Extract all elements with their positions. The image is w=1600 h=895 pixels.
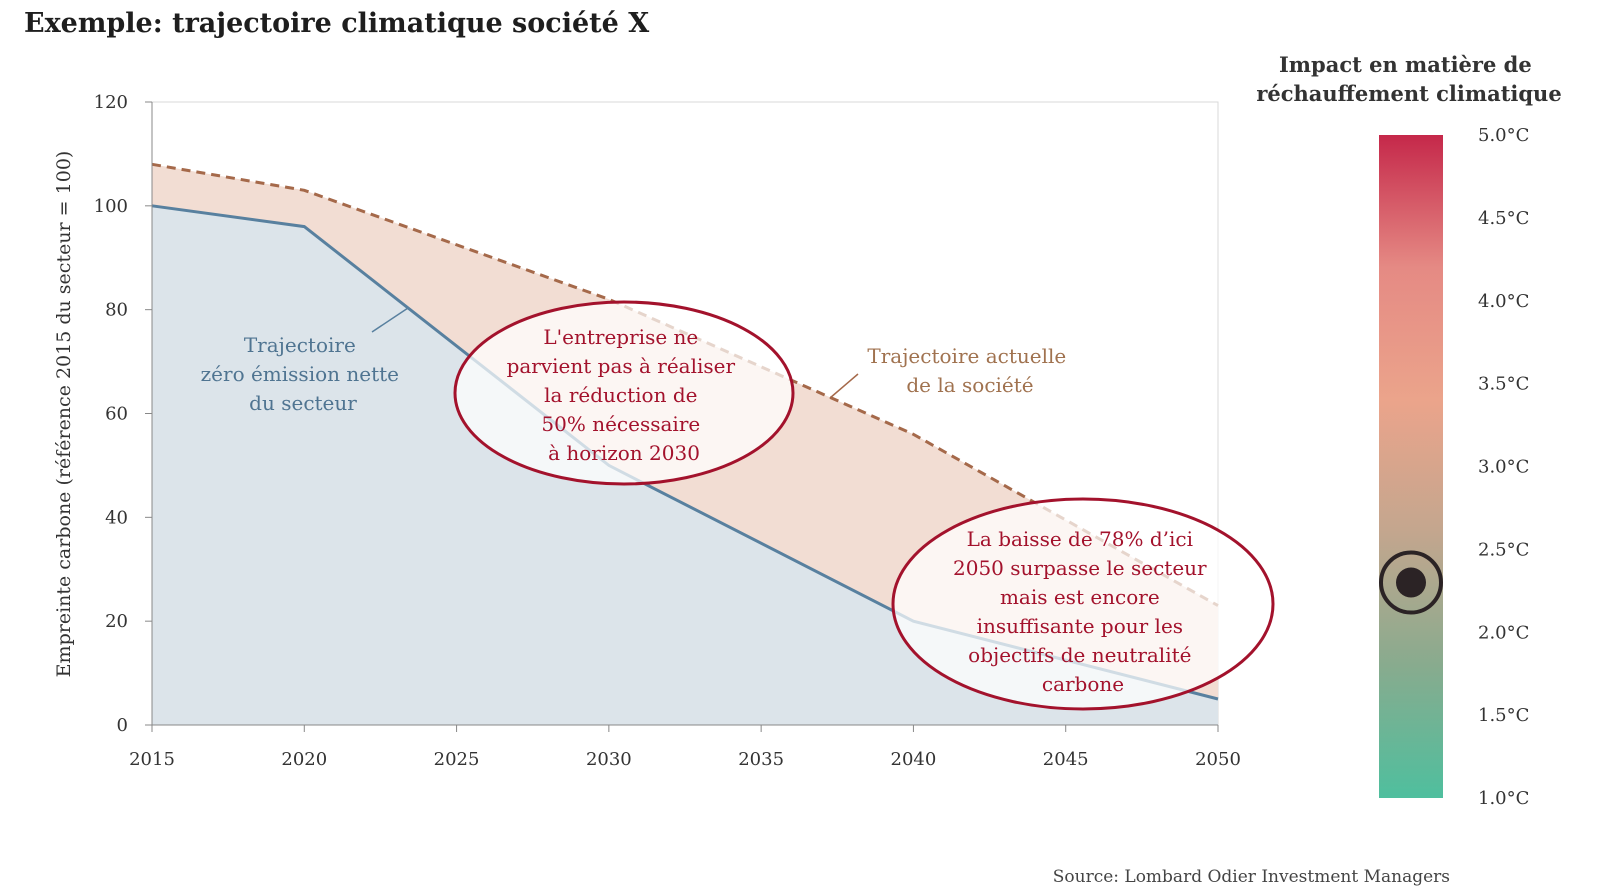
y-axis-label: Empreinte carbone (référence 2015 du sec… [53,151,75,678]
y-tick-label: 100 [94,196,128,217]
warming-scale-title-line: réchauffement climatique [1256,81,1561,106]
annotation-company-text: Trajectoire actuelle de la société [867,344,1072,397]
annotation-company: Trajectoire actuelle de la société [829,344,1072,399]
y-tick-group: 0 20 40 60 80 100 120 [94,92,152,736]
callout-2050-text: La baisse de 78% d’ici 2050 surpasse le … [953,527,1213,696]
annotation-sector-line: Trajectoire [244,333,356,357]
source-note: Source: Lombard Odier Investment Manager… [1053,867,1450,887]
x-tick-label: 2020 [281,749,327,770]
annotation-sector-text: Trajectoire zéro émission nette du secte… [201,333,406,415]
warming-marker-ring [1379,550,1443,615]
callout-2030-text: L'entreprise ne parvient pas à réaliser … [507,325,742,465]
callout-2050-line: La baisse de 78% d’ici [967,527,1193,551]
warming-scale-tick-label: 2.5°C [1478,539,1529,560]
callout-2030-ellipse [453,300,795,486]
callout-2050-line: insuffisante pour les [977,614,1183,638]
y-tick-label: 60 [105,404,128,425]
callout-2030-line: 50% nécessaire [541,412,700,436]
callout-2030-line: la réduction de [544,383,697,407]
annotation-company-line: Trajectoire actuelle [867,344,1066,368]
chart-title: Exemple: trajectoire climatique société … [24,8,649,39]
warming-scale-bar [1379,135,1443,798]
y-tick-label: 80 [105,300,128,321]
warming-scale-tick-label: 4.0°C [1478,291,1529,312]
x-tick-group: 2015 2020 2025 2030 2035 2040 2045 2050 [129,725,1241,770]
callout-2050-line: carbone [1042,672,1124,696]
warming-scale-title: Impact en matière de réchauffement clima… [1256,52,1561,106]
x-tick-label: 2030 [586,749,632,770]
annotation-sector-line: zéro émission nette [201,362,399,386]
sector-area-fill [152,205,1218,726]
callout-2050-line: 2050 surpasse le secteur [953,556,1207,580]
callout-2050-line: mais est encore [1000,585,1160,609]
warming-scale-tick-label: 1.0°C [1478,788,1529,809]
annotation-company-line: de la société [906,373,1033,397]
callout-2030: L'entreprise ne parvient pas à réaliser … [453,300,795,486]
warming-scale-tick-label: 5.0°C [1478,125,1529,146]
x-tick-label: 2040 [891,749,937,770]
annotation-sector: Trajectoire zéro émission nette du secte… [201,307,409,415]
x-tick-label: 2045 [1043,749,1089,770]
warming-scale-ticks: 5.0°C 4.5°C 4.0°C 3.5°C 3.0°C 2.5°C 2.0°C 1.5°C… [1478,125,1529,809]
annotation-sector-line: du secteur [249,391,357,415]
callout-2050-line: objectifs de neutralité [968,643,1191,667]
warming-scale-tick-label: 3.0°C [1478,457,1529,478]
warming-scale-marker [1379,550,1443,615]
callout-2050-ellipse [891,497,1275,711]
callout-2050: La baisse de 78% d’ici 2050 surpasse le … [891,497,1275,711]
annotation-sector-leader [371,307,409,333]
warming-scale-tick-label: 3.5°C [1478,374,1529,395]
y-tick-label: 40 [105,507,128,528]
warming-scale-tick-label: 2.0°C [1478,622,1529,643]
x-tick-label: 2035 [738,749,784,770]
warming-scale: Impact en matière de réchauffement clima… [1256,52,1561,809]
warming-scale-tick-label: 4.5°C [1478,208,1529,229]
x-tick-label: 2050 [1195,749,1241,770]
warming-scale-title-line: Impact en matière de [1279,52,1532,77]
warming-scale-tick-label: 1.5°C [1478,705,1529,726]
callout-2030-line: à horizon 2030 [548,441,700,465]
x-tick-label: 2015 [129,749,175,770]
callout-2030-line: L'entreprise ne [543,325,698,349]
x-tick-label: 2025 [434,749,480,770]
callout-2030-line: parvient pas à réaliser [507,354,736,378]
y-tick-label: 20 [105,611,128,632]
y-tick-label: 120 [94,92,128,113]
warming-marker-dot [1396,567,1426,598]
y-tick-label: 0 [117,715,128,736]
annotation-company-leader [829,373,859,399]
